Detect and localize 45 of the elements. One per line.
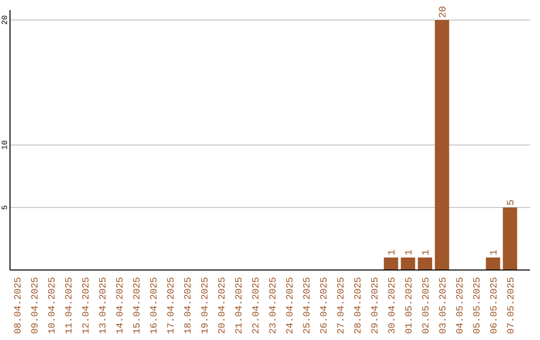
x-tick-label: 30.04.2025	[386, 276, 398, 334]
x-tick-label: 15.04.2025	[132, 276, 142, 334]
bar	[400, 258, 416, 270]
data-label: 1	[490, 249, 500, 256]
x-tick-label: 25.04.2025	[302, 276, 312, 334]
x-tick-label: 05.05.2025	[472, 276, 482, 334]
x-tick-label: 28.04.2025	[352, 276, 364, 334]
x-tick-label: 04.05.2025	[454, 276, 466, 334]
data-label: 5	[506, 199, 518, 206]
y-tick-label: 20	[1, 15, 10, 25]
x-tick-label: 06.05.2025	[488, 276, 500, 334]
bar	[418, 258, 432, 270]
x-tick-label: 11.04.2025	[64, 276, 74, 334]
data-label: 1	[404, 249, 416, 256]
bar	[384, 258, 398, 270]
x-tick-label: 17.04.2025	[166, 276, 176, 334]
data-label: 1	[388, 249, 398, 256]
bar	[434, 20, 450, 270]
x-tick-label: 13.04.2025	[98, 276, 108, 334]
x-tick-label: 21.04.2025	[234, 276, 244, 334]
x-tick-label: 09.04.2025	[30, 276, 40, 334]
x-tick-label: 24.04.2025	[284, 276, 296, 334]
x-tick-label: 10.04.2025	[46, 276, 58, 334]
x-tick-label: 14.04.2025	[114, 276, 126, 334]
bar	[486, 258, 500, 270]
data-label: 20	[438, 6, 450, 18]
x-tick-label: 26.04.2025	[318, 276, 330, 334]
x-tick-label: 03.05.2025	[438, 276, 448, 334]
x-tick-label: 22.04.2025	[250, 276, 262, 334]
x-tick-label: 18.04.2025	[182, 276, 194, 334]
x-tick-label: 16.04.2025	[148, 276, 160, 334]
x-tick-label: 27.04.2025	[336, 276, 346, 334]
bar	[502, 208, 518, 270]
x-tick-label: 07.05.2025	[506, 276, 516, 334]
x-tick-label: 19.04.2025	[200, 276, 210, 334]
x-tick-label: 29.04.2025	[370, 276, 380, 334]
x-tick-label: 08.04.2025	[12, 276, 24, 334]
x-tick-label: 12.04.2025	[80, 276, 92, 334]
x-tick-label: 01.05.2025	[404, 276, 414, 334]
y-tick-label: 5	[1, 204, 10, 210]
data-label: 1	[422, 249, 432, 256]
x-tick-label: 02.05.2025	[420, 276, 432, 334]
x-tick-label: 23.04.2025	[268, 276, 278, 334]
y-tick-label: 10	[1, 140, 10, 150]
x-tick-label: 20.04.2025	[216, 276, 228, 334]
